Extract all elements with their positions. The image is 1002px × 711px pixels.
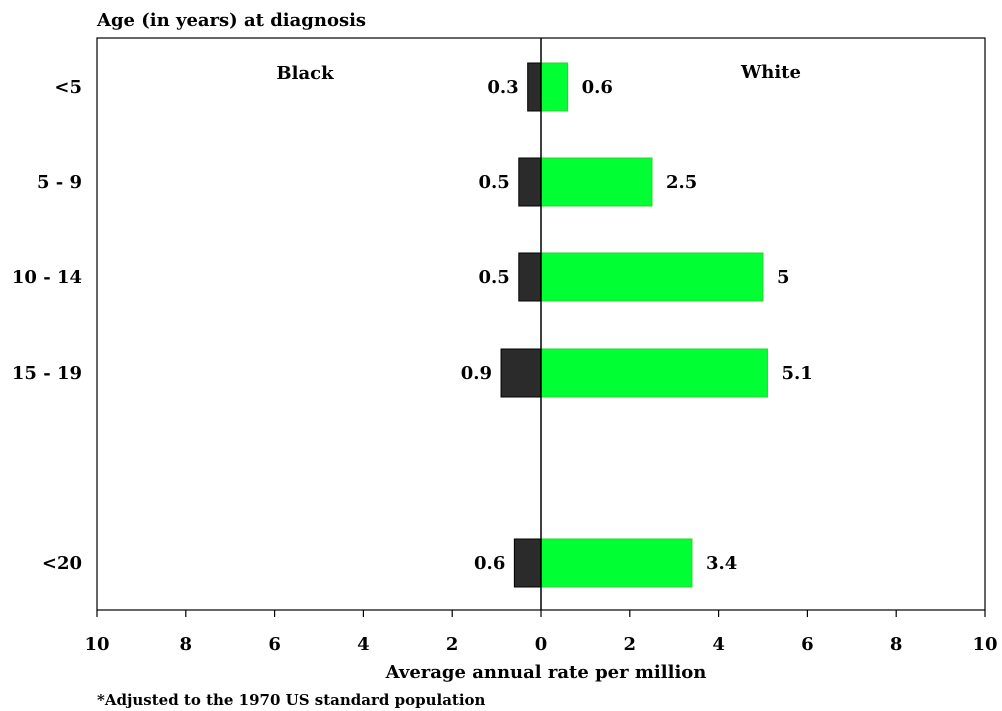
x-axis-label: Average annual rate per million — [385, 662, 707, 683]
category-label: 10 - 14 — [12, 267, 82, 288]
data-labels: 0.3 0.6 0.5 2.5 0.5 5 0.9 5.1 0.6 3.4 — [461, 77, 813, 574]
bar-black — [518, 252, 542, 302]
bar-white — [540, 538, 693, 588]
chart-title: Age (in years) at diagnosis — [96, 10, 366, 31]
x-tick-label: 10 — [972, 634, 997, 655]
x-tick-label: 6 — [801, 634, 814, 655]
legend-black: Black — [276, 63, 334, 84]
legend-white: White — [740, 62, 801, 83]
data-label-black: 0.5 — [478, 267, 509, 288]
category-labels: <5 5 - 9 10 - 14 15 - 19 <20 — [12, 77, 82, 574]
x-tick-label: 6 — [268, 634, 281, 655]
category-label: <5 — [54, 77, 82, 98]
category-label: 15 - 19 — [12, 363, 82, 384]
bar-black — [527, 62, 542, 112]
x-tick-label: 4 — [712, 634, 725, 655]
bar-white — [540, 348, 768, 398]
data-label-black: 0.6 — [474, 553, 505, 574]
data-label-white: 5 — [777, 267, 790, 288]
category-label: <20 — [42, 553, 82, 574]
data-label-white: 5.1 — [781, 363, 812, 384]
bar-black — [500, 348, 542, 398]
data-label-black: 0.5 — [478, 172, 509, 193]
x-tick-label: 10 — [84, 634, 109, 655]
data-label-white: 3.4 — [706, 553, 737, 574]
category-label: 5 - 9 — [37, 172, 82, 193]
data-label-white: 2.5 — [666, 172, 697, 193]
bar-white — [540, 62, 569, 112]
x-axis: 10 8 6 4 2 0 2 4 6 8 10 — [84, 610, 998, 655]
x-tick-label: 4 — [357, 634, 370, 655]
data-label-black: 0.3 — [487, 77, 518, 98]
footnote: *Adjusted to the 1970 US standard popula… — [97, 691, 486, 709]
data-label-black: 0.9 — [461, 363, 492, 384]
x-tick-label: 2 — [624, 634, 637, 655]
data-label-white: 0.6 — [582, 77, 613, 98]
bar-black — [518, 157, 542, 207]
x-tick-label: 8 — [180, 634, 193, 655]
x-tick-label: 2 — [446, 634, 459, 655]
x-tick-label: 8 — [890, 634, 903, 655]
x-tick-label: 0 — [535, 634, 548, 655]
bar-white — [540, 157, 653, 207]
bar-white — [540, 252, 764, 302]
bars-group — [500, 62, 768, 588]
bar-black — [513, 538, 542, 588]
